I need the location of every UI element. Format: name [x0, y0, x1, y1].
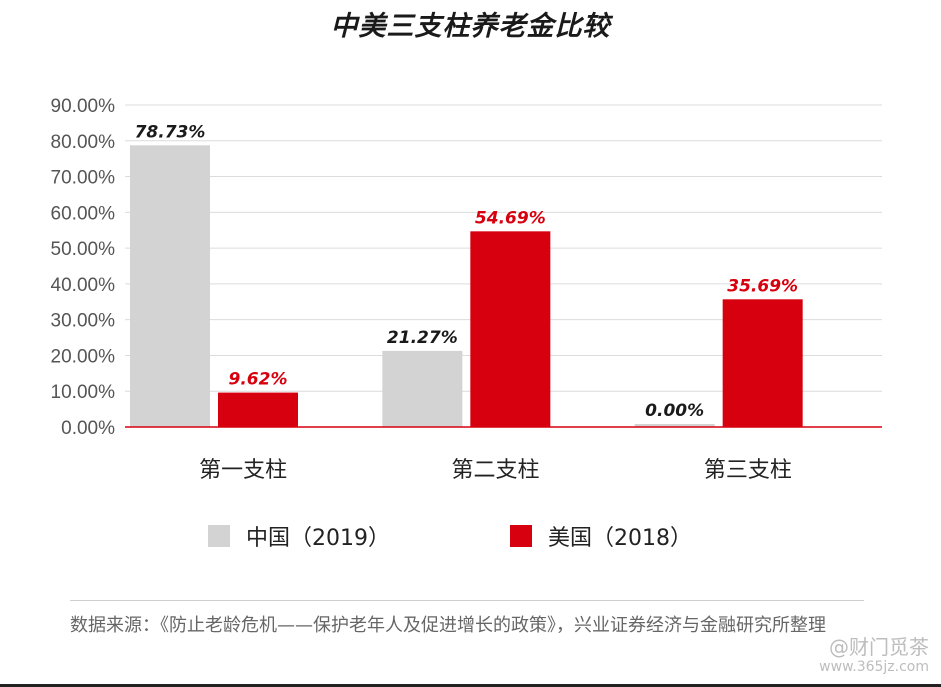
y-tick-label: 0.00%	[61, 418, 115, 439]
data-label: 0.00%	[645, 401, 704, 421]
y-tick-label: 70.00%	[51, 168, 116, 189]
y-tick-label: 40.00%	[51, 275, 116, 296]
chart-title: 中美三支柱养老金比较	[330, 11, 611, 42]
watermark: @财门觅茶 www.365jz.com	[819, 637, 929, 677]
source-note: 数据来源：《防止老龄危机——保护老年人及促进增长的政策》，兴业证券经济与金融研究…	[70, 615, 826, 636]
data-label: 9.62%	[229, 370, 288, 390]
bar	[470, 231, 551, 427]
bar	[218, 392, 298, 427]
legend-item-china: 中国（2019）	[208, 520, 390, 552]
data-label: 54.69%	[475, 208, 546, 228]
y-tick-label: 60.00%	[51, 203, 116, 224]
category-label: 第二支柱	[451, 458, 539, 483]
watermark-url: www.365jz.com	[819, 659, 929, 675]
bar	[130, 145, 210, 428]
legend-label-china: 中国（2019）	[246, 526, 390, 551]
data-label: 35.69%	[727, 276, 798, 296]
y-tick-label: 20.00%	[51, 346, 116, 367]
bar-chart: 0.00% 10.00% 20.00% 30.00% 40.00% 50.00% 60.00…	[51, 96, 882, 483]
watermark-text: @财门觅茶	[829, 635, 929, 659]
legend-item-usa: 美国（2018）	[510, 520, 692, 552]
y-tick-label: 80.00%	[51, 132, 116, 153]
y-tick-label: 90.00%	[51, 96, 116, 117]
y-tick-label: 50.00%	[51, 239, 116, 260]
legend-swatch-usa	[510, 525, 532, 547]
legend-label-usa: 美国（2018）	[548, 526, 692, 551]
bar	[382, 350, 463, 427]
bar	[634, 424, 715, 427]
legend: 中国（2019） 美国（2018）	[208, 520, 692, 552]
bar	[722, 299, 803, 427]
y-tick-label: 10.00%	[51, 382, 116, 403]
data-label: 78.73%	[135, 122, 206, 142]
legend-swatch-china	[208, 525, 230, 547]
divider	[70, 600, 864, 601]
data-label: 21.27%	[387, 328, 458, 348]
y-tick-label: 30.00%	[51, 311, 116, 332]
category-label: 第一支柱	[199, 458, 287, 483]
category-label: 第三支柱	[704, 458, 792, 483]
bottom-rule	[0, 684, 941, 687]
